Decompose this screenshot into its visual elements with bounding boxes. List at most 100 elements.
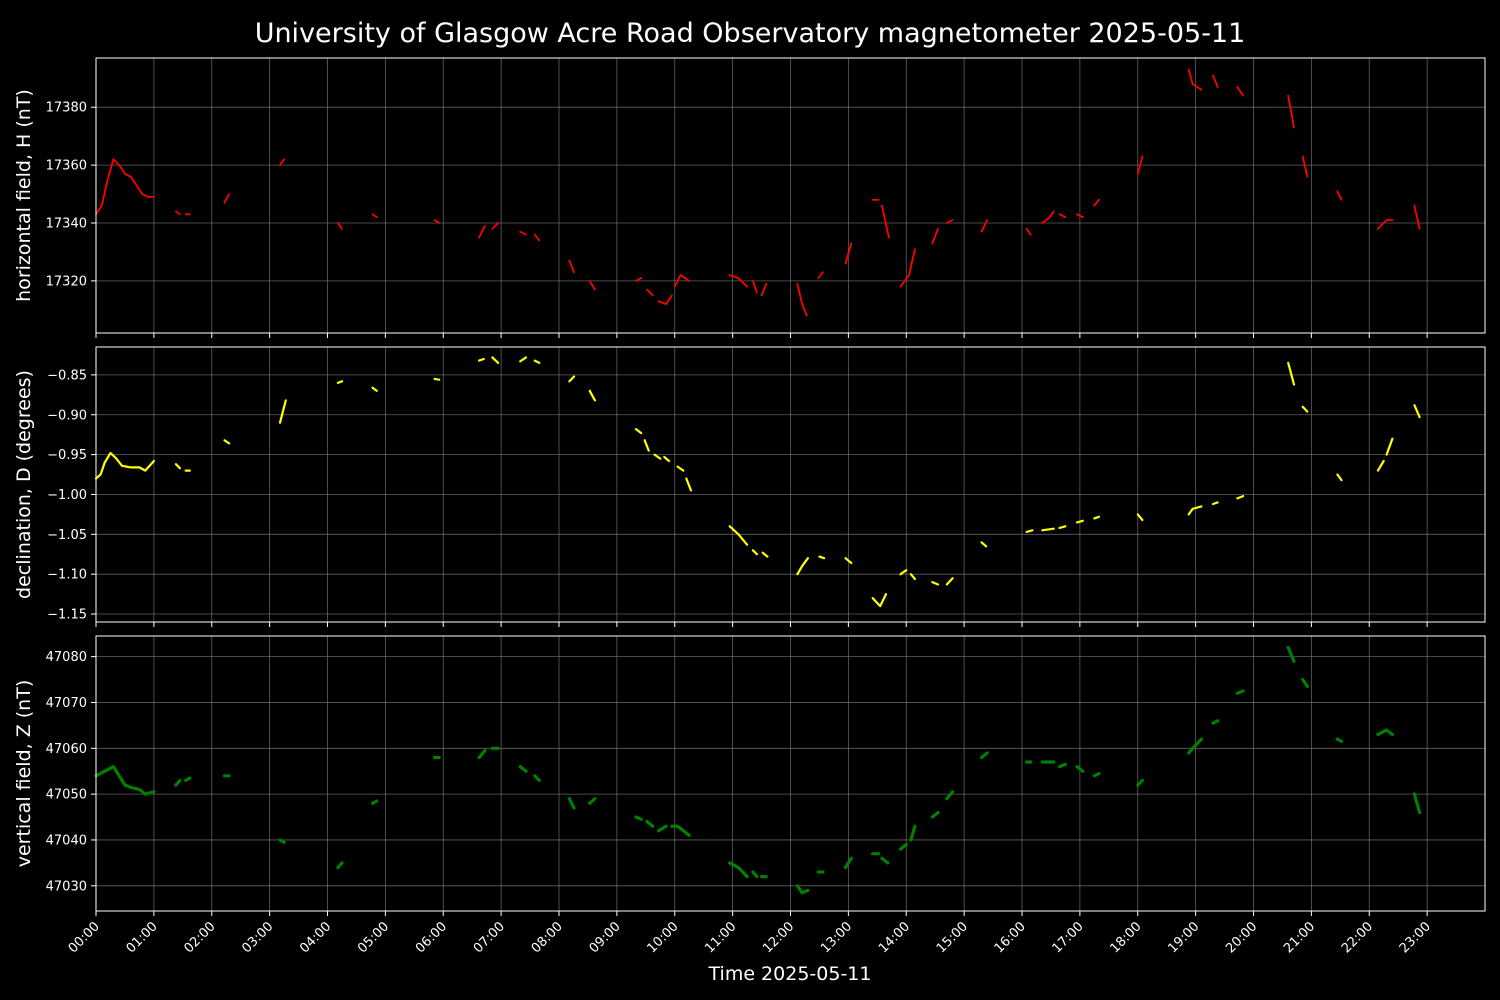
y-axis-label-d: declination, D (degrees)	[13, 370, 35, 599]
series-z-segment	[1301, 677, 1309, 689]
series-d-segment	[1025, 529, 1034, 534]
panel-z: 47030 47040 47050 47060 47070 47080 vertical f…	[13, 635, 1486, 916]
series-z-segment	[533, 774, 541, 783]
series-h-segment	[881, 204, 890, 239]
panel-d: −0.85 −0.90 −0.95 −1.00 −1.05 −1.10 −1.15 decli…	[13, 346, 1486, 627]
y-tick-label: −0.90	[47, 408, 87, 423]
series-h-segment	[980, 219, 989, 233]
series-d-segment	[871, 592, 888, 608]
series-h-segment	[1041, 210, 1055, 224]
series-h-segment	[491, 222, 500, 230]
series-z-segment	[979, 751, 989, 760]
series-h-segment	[1413, 204, 1421, 230]
series-h-segment	[174, 210, 181, 216]
series-h-segment	[1136, 155, 1144, 175]
y-tick-label: −0.85	[47, 368, 87, 383]
chart-title: University of Glasgow Acre Road Observat…	[255, 18, 1246, 49]
y-tick-label: −1.00	[47, 488, 87, 503]
series-h-segment	[279, 158, 286, 167]
series-d-segment	[278, 399, 287, 424]
y-tick-label: 47050	[46, 788, 87, 803]
series-h-segment	[931, 227, 939, 245]
series-z-segment	[670, 824, 691, 838]
series-z-segment	[1075, 764, 1085, 773]
y-tick-label: 17360	[46, 159, 87, 174]
series-h-segment	[478, 224, 486, 239]
series-h-segment	[95, 158, 155, 216]
series-z-segment	[174, 778, 182, 787]
series-d-segment	[1385, 437, 1394, 456]
series-z-segment	[843, 856, 853, 870]
series-z-segment	[588, 797, 597, 805]
y-tick-label: 47040	[46, 833, 87, 848]
series-h-segment	[336, 222, 343, 230]
series-z-segment	[1092, 771, 1101, 778]
y-tick-label: −1.10	[47, 568, 87, 583]
series-d-segment	[223, 439, 231, 445]
series-h-segment	[899, 248, 916, 288]
x-axis-label: Time 2025-05-11	[708, 963, 872, 985]
series-h-segment	[519, 230, 527, 236]
series-d-segment	[568, 375, 576, 383]
y-tick-label: 47070	[46, 696, 87, 711]
series-d-segment	[519, 356, 528, 363]
series-d-segment	[1075, 519, 1084, 524]
series-h-segment	[1025, 227, 1032, 236]
series-d-segment	[1136, 513, 1144, 522]
y-axis-label-h: horizontal field, H (nT)	[13, 89, 35, 302]
series-z-segment	[94, 764, 156, 796]
series-d-segment	[174, 463, 181, 470]
series-d-segment	[1058, 525, 1067, 530]
series-h-segment	[588, 279, 596, 291]
series-z-segment	[1235, 689, 1245, 695]
series-d-segment	[761, 551, 769, 558]
series-d-segment	[899, 569, 908, 576]
series-h-segment	[673, 274, 691, 288]
series-h-segment	[223, 193, 231, 204]
series-z-segment	[1335, 737, 1344, 744]
series-d-segment	[1211, 501, 1219, 506]
series-d-segment	[371, 386, 378, 392]
series-z-segment	[945, 790, 955, 801]
y-tick-label: 47080	[46, 650, 87, 665]
y-tick-label: −1.05	[47, 528, 87, 543]
series-d-segment	[980, 541, 988, 548]
series-d-segment	[588, 389, 597, 402]
series-z-segment	[634, 815, 643, 821]
series-h-segment	[844, 242, 853, 265]
y-tick-label: −1.15	[47, 608, 87, 623]
series-z-segment	[1376, 728, 1395, 737]
series-h-segment	[1076, 213, 1084, 219]
series-d-segment	[433, 377, 441, 381]
series-h-segment	[433, 219, 441, 224]
y-axis-label-z: vertical field, Z (nT)	[13, 680, 35, 868]
series-d-segment	[1376, 459, 1385, 472]
series-d-segment	[663, 455, 671, 463]
series-z-segment	[278, 838, 286, 844]
series-h-segment	[1058, 213, 1067, 219]
series-h-segment	[635, 277, 643, 282]
series-h-segment	[371, 213, 378, 219]
series-z-segment	[795, 884, 810, 895]
series-z-segment	[1136, 778, 1145, 787]
series-d-segment	[533, 359, 541, 364]
y-tick-label: 17340	[46, 217, 87, 232]
series-d-segment	[1336, 473, 1343, 482]
series-d-segment	[1287, 361, 1296, 386]
series-h-segment	[752, 279, 758, 294]
series-d-segment	[931, 580, 940, 586]
series-z-segment	[1211, 719, 1220, 725]
series-h-segment	[657, 294, 673, 306]
series-z-segment	[567, 797, 576, 810]
series-h-segment	[945, 219, 954, 224]
series-d-segment	[1093, 515, 1101, 520]
y-tick-label: −0.95	[47, 448, 87, 463]
y-tick-label: 17320	[46, 274, 87, 289]
series-h-segment	[1377, 219, 1394, 230]
series-d-segment	[909, 573, 917, 581]
series-z-segment	[518, 764, 528, 773]
series-z-segment	[336, 861, 344, 870]
series-z-segment	[898, 842, 908, 851]
series-d-segment	[818, 555, 826, 560]
